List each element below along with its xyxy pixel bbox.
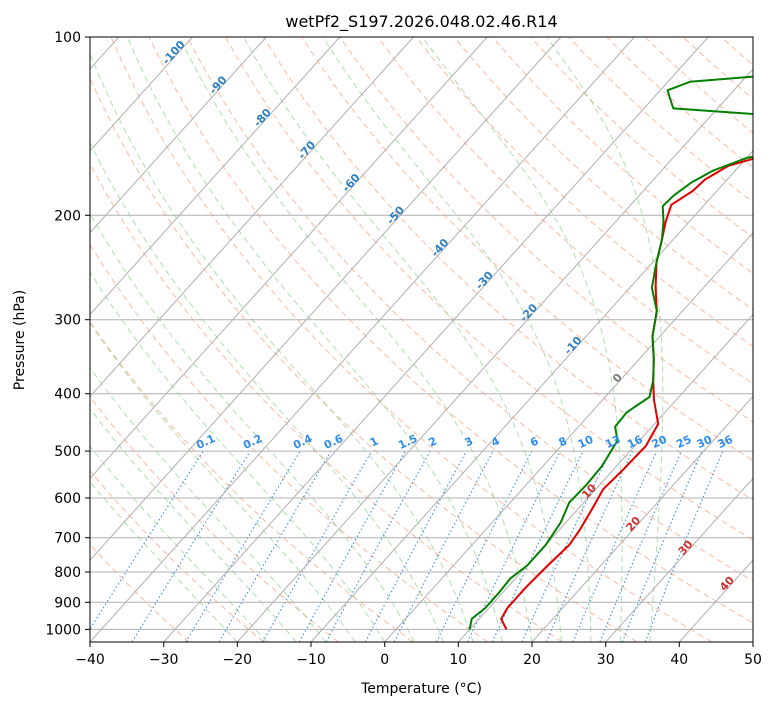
mixing-ratio-line	[599, 450, 682, 642]
dry-adiabat	[110, 37, 712, 642]
y-axis-label: Pressure (hPa)	[12, 290, 28, 390]
moist-adiabat	[90, 52, 474, 642]
moist-adiabat	[422, 37, 623, 642]
mixing-ratio-label: 16	[625, 433, 645, 451]
isotherm-gridline	[310, 150, 753, 642]
x-tick-label: 0	[380, 652, 389, 668]
y-tick-label: 800	[54, 565, 81, 581]
moist-adiabat	[322, 37, 592, 642]
dry-adiabat	[90, 396, 339, 642]
moist-adiabat	[90, 322, 356, 642]
x-tick-label: 30	[597, 652, 615, 668]
moist-adiabat	[90, 481, 238, 642]
isotherm-gridline	[90, 37, 562, 561]
moist-adiabat	[90, 271, 386, 642]
x-tick-label: 10	[449, 652, 467, 668]
x-tick-label: 20	[523, 652, 541, 668]
mixing-ratio-line	[364, 450, 467, 642]
mixing-ratio-line	[325, 450, 431, 642]
moist-adiabat	[90, 445, 268, 642]
mixing-ratio-line	[298, 450, 406, 642]
x-axis-label: Temperature (°C)	[360, 681, 482, 697]
mixing-ratio-label: 20	[650, 433, 670, 451]
y-tick-label: 300	[54, 313, 81, 329]
dewpoint-profile-line	[468, 75, 753, 630]
y-tick-label: 500	[54, 444, 81, 460]
isotherm-gridline	[531, 395, 753, 642]
isotherm-gridline	[90, 37, 635, 642]
isotherm-gridline	[90, 37, 341, 316]
y-tick-label: 100	[54, 30, 81, 46]
dry-adiabat	[90, 243, 488, 642]
mixing-ratio-line	[435, 450, 533, 642]
mixing-ratio-line	[90, 450, 204, 630]
y-tick-label: 400	[54, 387, 81, 403]
dry-adiabat	[90, 162, 563, 642]
moist-adiabat	[90, 141, 445, 642]
x-tick-label: −10	[296, 652, 326, 668]
isotherm-gridline	[163, 37, 709, 642]
y-axis: 100 200 300 400 500 600 700 800 900 1000	[45, 30, 90, 638]
mixing-ratio-label: 30	[695, 433, 715, 451]
dry-adiabat	[90, 470, 264, 642]
y-tick-label: 600	[54, 491, 81, 507]
x-axis: −40 −30 −20 −10 0 10 20 30 40 50	[75, 642, 762, 668]
chart-title: wetPf2_S197.2026.048.02.46.R14	[285, 12, 557, 32]
moist-adiabat	[243, 37, 562, 642]
moist-adiabat	[90, 212, 415, 642]
mixing-ratio-label: 13	[603, 433, 622, 451]
isotherm-gridline	[90, 37, 267, 234]
isotherm-gridline	[236, 68, 753, 642]
y-tick-label: 900	[54, 595, 81, 611]
isotherm-gridline	[605, 477, 753, 642]
y-tick-label: 1000	[45, 622, 81, 638]
plot-frame	[89, 36, 754, 643]
dry-adiabat	[148, 37, 753, 624]
y-tick-label: 200	[54, 208, 81, 224]
x-tick-label: −40	[75, 652, 105, 668]
moist-adiabat	[179, 37, 533, 642]
mixing-ratio-line	[545, 450, 633, 642]
isotherm-gridline	[90, 37, 488, 480]
mixing-ratio-line	[644, 450, 724, 642]
x-tick-label: 40	[670, 652, 688, 668]
isotherm-gridline	[90, 37, 414, 398]
x-tick-label: −30	[149, 652, 179, 668]
y-tick-label: 700	[54, 531, 81, 547]
grid	[90, 37, 753, 642]
mixing-ratio-label: 10	[576, 433, 596, 451]
dry-adiabat	[415, 37, 753, 348]
x-tick-label: −20	[223, 652, 253, 668]
x-tick-label: 50	[744, 652, 762, 668]
mixing-ratio-label: 25	[674, 433, 693, 451]
dry-adiabat	[90, 543, 190, 642]
dry-adiabat	[453, 37, 753, 311]
temperature-profile-line	[500, 157, 753, 630]
mixing-ratio-label: 36	[716, 433, 736, 451]
dry-adiabat	[377, 37, 753, 385]
mixing-ratio-line	[572, 450, 658, 642]
isotherm-gridline	[90, 37, 193, 152]
isotherm-gridline	[384, 232, 753, 642]
series-group	[468, 75, 753, 630]
mixing-ratio-line	[621, 450, 703, 642]
